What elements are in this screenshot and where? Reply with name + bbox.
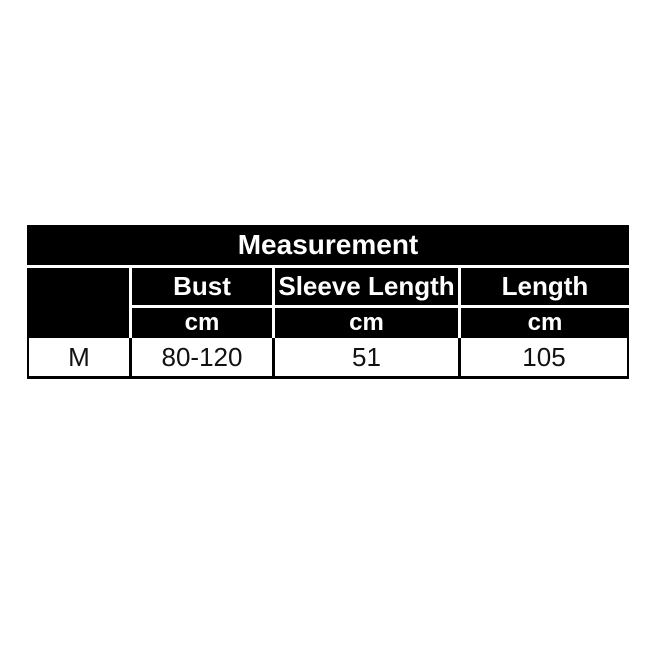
- unit-cell-length: cm: [461, 308, 629, 338]
- table-row: M 80-120 51 105: [27, 338, 629, 379]
- table-title-bar: Measurement: [27, 225, 629, 265]
- unit-cell-sleeve-length: cm: [275, 308, 458, 338]
- measurement-table: Measurement Bust Sleeve Length Length cm…: [27, 225, 629, 379]
- column-header-length: Length: [461, 268, 629, 305]
- length-value-cell: 105: [458, 338, 627, 376]
- column-header-bust: Bust: [132, 268, 272, 305]
- bust-value-cell: 80-120: [129, 338, 272, 376]
- table-title: Measurement: [237, 229, 419, 260]
- size-value-cell: M: [29, 338, 129, 376]
- corner-cell: [27, 268, 129, 338]
- unit-cell-bust: cm: [132, 308, 272, 338]
- sleeve-length-value-cell: 51: [272, 338, 458, 376]
- table-header: Bust Sleeve Length Length cm cm cm: [27, 268, 629, 338]
- column-header-sleeve-length: Sleeve Length: [275, 268, 458, 305]
